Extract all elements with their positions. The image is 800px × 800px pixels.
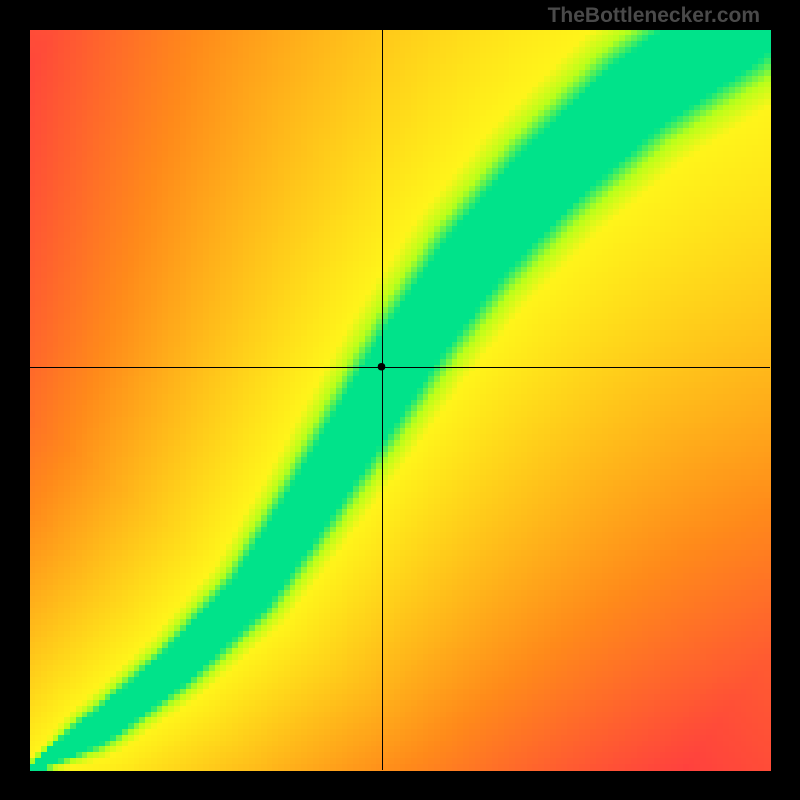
- watermark-text: TheBottlenecker.com: [548, 4, 760, 28]
- chart-container: TheBottlenecker.com: [0, 0, 800, 800]
- heatmap-canvas: [0, 0, 800, 800]
